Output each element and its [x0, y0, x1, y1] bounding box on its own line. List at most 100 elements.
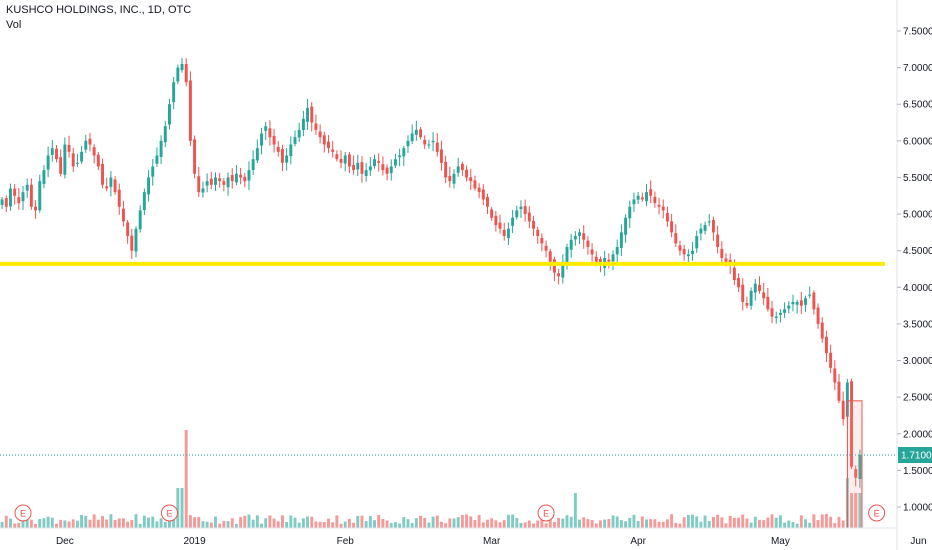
volume-bar	[247, 514, 251, 528]
volume-bar	[544, 523, 548, 528]
volume-bar	[774, 517, 778, 528]
volume-bar	[770, 514, 774, 528]
volume-bar	[841, 520, 845, 528]
candle-body	[732, 267, 736, 280]
volume-bar	[21, 521, 25, 528]
candle-body	[536, 229, 540, 237]
candle-body	[55, 148, 58, 160]
candle-body	[272, 136, 276, 145]
candle-body	[239, 174, 243, 178]
volume-bar	[833, 523, 837, 528]
candle-body	[75, 162, 79, 164]
candle-body	[38, 181, 42, 211]
candle-body	[84, 140, 88, 150]
highlight-box[interactable]	[846, 400, 863, 529]
candle-body	[113, 179, 117, 193]
last-price-tag: 1.7100	[898, 447, 932, 464]
volume-bar	[264, 518, 268, 528]
candle-body	[385, 167, 389, 174]
volume-bar	[377, 515, 381, 528]
candle-body	[393, 159, 397, 166]
candle-body	[29, 184, 33, 207]
volume-bar	[360, 515, 364, 528]
candle-body	[138, 210, 142, 230]
volume-bar	[649, 519, 653, 528]
volume-bar	[732, 517, 736, 528]
volume-bar	[473, 520, 477, 528]
volume-bar	[310, 516, 314, 528]
candle-body	[645, 192, 648, 202]
candle-body	[657, 204, 661, 207]
candle-body	[636, 195, 640, 200]
candle-body	[134, 228, 138, 252]
volume-bar	[80, 515, 84, 528]
candle-body	[791, 301, 795, 305]
volume-bar	[306, 516, 310, 528]
candle-body	[770, 308, 774, 317]
candle-body	[569, 239, 573, 250]
volume-bar	[243, 515, 247, 528]
volume-bar	[590, 520, 594, 528]
volume-bar	[799, 515, 803, 528]
price-axis[interactable]: 7.5000 7.0000 6.5000 6.0000 5.5000 5.0000 4.50…	[897, 27, 932, 514]
volume-bar	[121, 518, 125, 528]
earnings-label: E	[20, 509, 26, 519]
candle-body	[439, 149, 443, 163]
candle-body	[515, 210, 519, 218]
candle-body	[264, 126, 268, 131]
volume-bar	[414, 518, 418, 528]
volume-bar	[594, 523, 598, 528]
candle-body	[67, 144, 71, 152]
volume-bar	[766, 517, 770, 528]
volume-bar	[536, 520, 540, 528]
candle-body	[260, 133, 263, 146]
volume-bar	[113, 519, 117, 528]
candle-body	[607, 259, 611, 262]
earnings-label: E	[874, 509, 880, 519]
candle-body	[159, 140, 163, 157]
candle-body	[511, 217, 515, 226]
candle-body	[824, 336, 828, 354]
candle-body	[707, 221, 711, 223]
volume-bar	[439, 521, 443, 528]
candle-body	[582, 233, 586, 240]
volume-bar	[46, 516, 50, 528]
candle-body	[50, 148, 54, 155]
candle-body	[410, 133, 414, 142]
candle-body	[686, 254, 690, 257]
candle-body	[774, 316, 778, 319]
y-tick-label: 6.5000	[903, 100, 932, 111]
volume-bar	[854, 493, 858, 528]
candle-body	[816, 307, 820, 324]
time-axis[interactable]: Dec2019FebMarAprMayJunJulAugSepOct	[0, 527, 932, 547]
volume-bar	[778, 515, 782, 528]
candle-body	[214, 177, 217, 185]
volume-bar	[820, 514, 824, 528]
candle-body	[799, 300, 803, 306]
volume-bar	[293, 517, 297, 528]
candle-body	[486, 197, 489, 207]
candle-body	[0, 199, 4, 205]
volume-bar	[552, 521, 556, 528]
volume-bar	[674, 522, 678, 528]
volume-bar	[829, 516, 833, 528]
volume-bar	[356, 515, 360, 528]
volume-bar	[222, 520, 226, 528]
volume-bar	[255, 515, 259, 528]
candle-body	[628, 206, 632, 219]
y-tick-label: 1.0000	[903, 503, 932, 514]
candle-body	[4, 198, 8, 207]
volume-bar	[607, 519, 611, 528]
volume-bar	[147, 517, 151, 528]
volume-bar	[611, 515, 615, 528]
candle-body	[557, 273, 561, 277]
volume-bar	[268, 515, 272, 528]
volume-bar	[578, 519, 582, 528]
candle-body	[854, 469, 858, 478]
volume-bar	[197, 517, 201, 528]
candle-body	[188, 80, 192, 141]
volume-bar	[419, 515, 423, 528]
volume-bar	[234, 523, 238, 528]
volume-bar	[711, 516, 715, 528]
